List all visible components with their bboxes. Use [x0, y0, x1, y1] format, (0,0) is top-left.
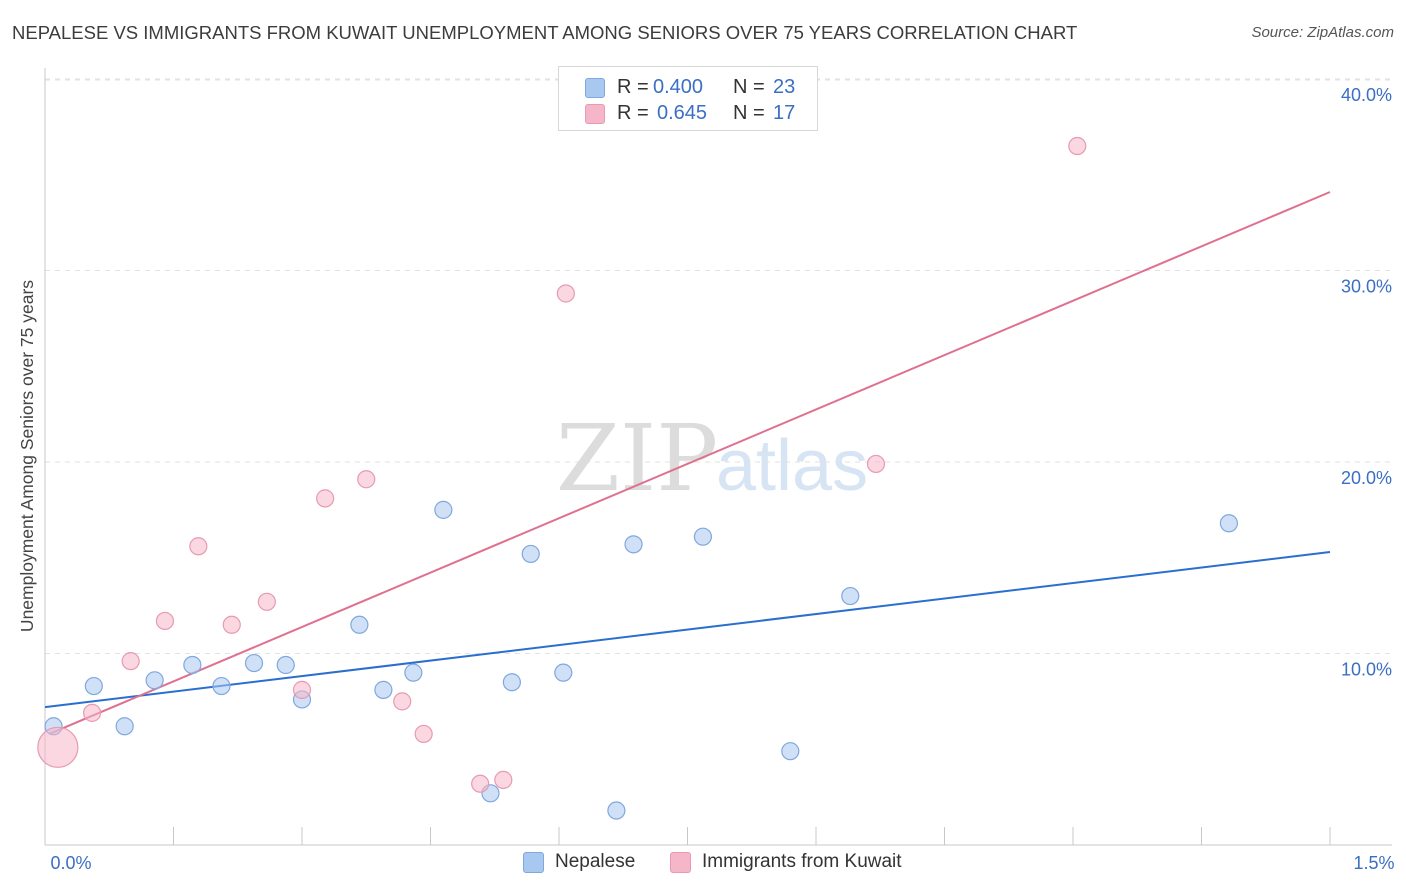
data-point-nepalese — [554, 663, 573, 682]
trend-line-kuwait — [48, 191, 1331, 735]
data-point-nepalese — [502, 673, 521, 692]
data-point-nepalese — [607, 801, 626, 820]
bottom-legend-label-nepalese: Nepalese — [555, 851, 636, 872]
data-point-nepalese — [84, 676, 103, 696]
data-point-kuwait — [316, 489, 335, 508]
trend-lines — [44, 191, 1331, 735]
data-point-nepalese — [212, 676, 231, 696]
x-tick-label-max: 1.5% — [1353, 853, 1394, 873]
data-point-kuwait — [292, 680, 312, 699]
data-point-nepalese — [244, 653, 264, 673]
watermark-atlas: atlas — [716, 426, 868, 506]
data-point-kuwait — [494, 770, 513, 789]
watermark: ZIP atlas — [556, 405, 868, 512]
data-point-kuwait — [357, 470, 376, 489]
legend-r-label: R = — [617, 76, 649, 98]
legend-r-value: 0.400 — [653, 76, 704, 98]
bottom-legend-label-kuwait: Immigrants from Kuwait — [702, 851, 902, 872]
gridlines — [45, 78, 1392, 654]
data-point-kuwait — [257, 592, 276, 611]
data-point-kuwait — [393, 692, 412, 711]
legend-n-label: N = — [733, 76, 765, 98]
data-point-kuwait — [189, 537, 208, 556]
data-point-nepalese — [693, 527, 713, 546]
data-point-kuwait — [222, 615, 241, 634]
correlation-legend: R = 0.400 N = 23 R = 0.645 N = 17 — [558, 66, 818, 131]
data-point-nepalese — [404, 663, 423, 682]
legend-swatch-nepalese — [585, 78, 605, 98]
data-point-nepalese — [115, 717, 134, 736]
chart-title: NEPALESE VS IMMIGRANTS FROM KUWAIT UNEMP… — [12, 22, 1078, 43]
data-point-nepalese — [276, 655, 295, 675]
data-point-nepalese — [374, 680, 393, 699]
legend-n-value: 23 — [773, 76, 796, 98]
axis-labels: 0.0% 1.5% Unemployment Among Seniors ove… — [17, 85, 1395, 873]
data-point-kuwait — [121, 652, 140, 671]
y-tick-label: 30.0% — [1341, 277, 1392, 297]
data-point-nepalese — [350, 615, 369, 634]
data-point-nepalese — [841, 586, 860, 606]
bottom-legend-swatch-kuwait — [670, 852, 691, 873]
data-point-kuwait — [155, 611, 175, 631]
data-point-kuwait — [37, 726, 79, 768]
trend-line-nepalese — [44, 551, 1331, 709]
watermark-zip: ZIP — [556, 405, 718, 512]
x-tick-label-min: 0.0% — [50, 853, 91, 873]
y-tick-label: 40.0% — [1341, 85, 1392, 105]
data-point-nepalese — [781, 742, 800, 761]
y-axis-label: Unemployment Among Seniors over 75 years — [17, 280, 37, 632]
data-point-nepalese — [521, 544, 540, 564]
data-point-kuwait — [471, 774, 490, 793]
source-credit: Source: ZipAtlas.com — [1251, 24, 1394, 41]
axes — [44, 68, 1392, 846]
legend-r-value: 0.645 — [657, 102, 708, 124]
bottom-legend-swatch-nepalese — [523, 852, 544, 873]
data-point-kuwait — [1068, 136, 1087, 156]
data-point-nepalese — [624, 535, 643, 554]
data-point-nepalese — [434, 500, 453, 519]
legend-swatch-kuwait — [585, 104, 605, 124]
data-point-kuwait — [414, 724, 433, 744]
legend-n-value: 17 — [773, 102, 796, 124]
data-point-nepalese — [1219, 514, 1239, 533]
legend-r-label: R = — [617, 102, 649, 124]
y-tick-label: 20.0% — [1341, 468, 1392, 488]
data-point-kuwait — [866, 454, 886, 474]
data-points — [37, 136, 1239, 820]
data-point-nepalese — [183, 655, 202, 675]
data-point-kuwait — [556, 284, 575, 303]
legend-n-label: N = — [733, 102, 765, 124]
data-point-kuwait — [83, 703, 102, 722]
y-tick-label: 10.0% — [1341, 660, 1392, 680]
data-point-nepalese — [145, 671, 164, 690]
